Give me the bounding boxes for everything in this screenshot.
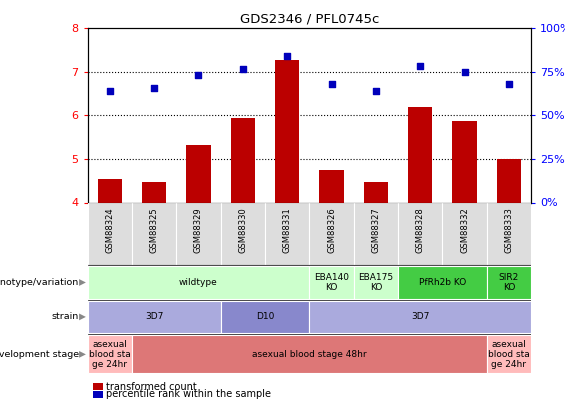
Bar [88, 301, 220, 333]
Bar [487, 202, 531, 265]
Bar [319, 170, 344, 202]
Text: SIR2
KO: SIR2 KO [499, 273, 519, 292]
Polygon shape [79, 313, 86, 320]
Bar [142, 182, 166, 202]
Bar [453, 121, 477, 202]
Text: transformed count: transformed count [106, 382, 197, 392]
Point [105, 88, 114, 95]
Bar [398, 266, 487, 298]
Text: wildtype: wildtype [179, 278, 218, 287]
Bar [398, 202, 442, 265]
Text: 3D7: 3D7 [145, 312, 163, 322]
Text: GSM88327: GSM88327 [371, 207, 380, 253]
Title: GDS2346 / PFL0745c: GDS2346 / PFL0745c [240, 13, 379, 26]
Text: GSM88332: GSM88332 [460, 207, 469, 253]
Text: percentile rank within the sample: percentile rank within the sample [106, 389, 271, 399]
Bar [132, 335, 487, 373]
Bar [354, 266, 398, 298]
Bar [231, 119, 255, 202]
Bar [354, 202, 398, 265]
Bar [176, 202, 220, 265]
Point [460, 68, 469, 75]
Text: asexual
blood sta
ge 24hr: asexual blood sta ge 24hr [488, 340, 530, 369]
Text: GSM88328: GSM88328 [416, 207, 425, 253]
Point [416, 63, 425, 70]
Bar [132, 202, 176, 265]
Bar [220, 202, 265, 265]
Bar [186, 145, 211, 202]
Text: asexual blood stage 48hr: asexual blood stage 48hr [252, 350, 367, 359]
Text: GSM88331: GSM88331 [282, 207, 292, 253]
Text: GSM88326: GSM88326 [327, 207, 336, 253]
Text: GSM88329: GSM88329 [194, 207, 203, 253]
Point [150, 85, 159, 91]
Text: EBA175
KO: EBA175 KO [358, 273, 393, 292]
Text: GSM88330: GSM88330 [238, 207, 247, 253]
Text: PfRh2b KO: PfRh2b KO [419, 278, 466, 287]
Bar [98, 179, 122, 202]
Text: GSM88324: GSM88324 [105, 207, 114, 253]
Bar [88, 266, 310, 298]
Bar [487, 335, 531, 373]
Point [371, 88, 380, 95]
Bar [442, 202, 487, 265]
Point [238, 66, 247, 72]
Text: genotype/variation: genotype/variation [0, 278, 79, 287]
Bar [265, 202, 310, 265]
Bar [310, 202, 354, 265]
Bar [88, 202, 132, 265]
Text: EBA140
KO: EBA140 KO [314, 273, 349, 292]
Point [505, 81, 514, 87]
Text: development stage: development stage [0, 350, 79, 359]
Bar [408, 107, 432, 202]
Bar [364, 182, 388, 202]
Point [327, 81, 336, 87]
Polygon shape [79, 279, 86, 286]
Bar [220, 301, 310, 333]
Bar [88, 335, 132, 373]
Bar [310, 301, 531, 333]
Bar [487, 266, 531, 298]
Text: 3D7: 3D7 [411, 312, 429, 322]
Bar [310, 266, 354, 298]
Point [282, 53, 292, 59]
Bar [275, 60, 299, 202]
Text: D10: D10 [256, 312, 274, 322]
Text: asexual
blood sta
ge 24hr: asexual blood sta ge 24hr [89, 340, 131, 369]
Polygon shape [79, 351, 86, 358]
Text: GSM88325: GSM88325 [150, 207, 159, 253]
Point [194, 72, 203, 78]
Text: GSM88333: GSM88333 [505, 207, 514, 254]
Bar [497, 159, 521, 202]
Text: strain: strain [52, 312, 79, 322]
